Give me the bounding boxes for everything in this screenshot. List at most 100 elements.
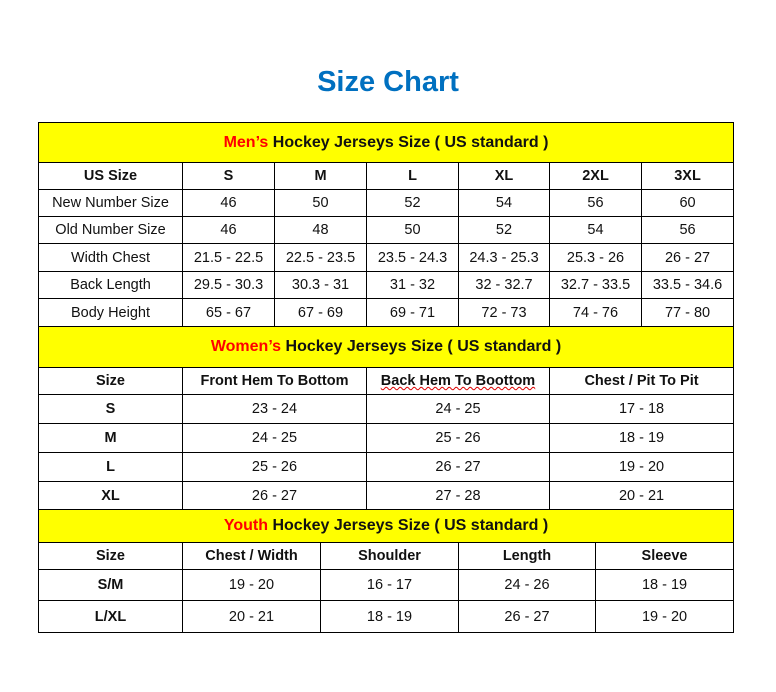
table-cell: 46 [182, 216, 275, 244]
table-cell: 26 - 27 [458, 600, 596, 633]
row-label: L [38, 452, 183, 482]
table-cell: 25 - 26 [182, 452, 367, 482]
table-cell: 24 - 26 [458, 569, 596, 601]
column-header-text: Sleeve [641, 548, 688, 564]
column-header-text: XL [494, 168, 514, 184]
table-cell: 52 [366, 189, 459, 217]
column-header-text: Length [502, 548, 552, 564]
heading-highlight: Women’s [210, 338, 282, 355]
table-cell: 30.3 - 31 [274, 271, 367, 299]
heading-text: Hockey Jerseys Size ( US standard ) [281, 338, 562, 355]
page-title: Size Chart [317, 66, 459, 98]
table-cell: 33.5 - 34.6 [640, 271, 735, 299]
table-cell: 24 - 25 [366, 394, 550, 424]
heading-highlight: Men’s [223, 133, 269, 151]
table-cell: 24.3 - 25.3 [458, 243, 550, 272]
column-header-text: Chest / Width [205, 548, 298, 564]
row-label: Back Length [38, 271, 183, 299]
table-cell: 48 [274, 216, 367, 244]
table-cell: 50 [274, 189, 367, 217]
table-cell: 20 - 21 [548, 481, 735, 510]
womens-section-heading: Women’s Hockey Jerseys Size ( US standar… [37, 326, 735, 368]
column-header: XL [458, 162, 550, 190]
table-cell: 19 - 20 [594, 600, 735, 633]
column-header: Size [38, 542, 183, 570]
table-cell: 26 - 27 [366, 452, 550, 482]
header-row: Size Front Hem To Bottom Back Hem To Boott… [38, 367, 735, 395]
table-cell: 31 - 32 [366, 271, 459, 299]
row-label: Body Height [38, 298, 183, 327]
table-row: New Number Size 46 50 52 54 56 60 [38, 189, 735, 217]
table-cell: 17 - 18 [548, 394, 735, 424]
column-header: Sleeve [594, 542, 735, 570]
table-cell: 69 - 71 [366, 298, 459, 327]
womens-size-table: Women’s Hockey Jerseys Size ( US standar… [37, 326, 735, 510]
table-cell: 22.5 - 23.5 [274, 243, 367, 272]
column-header-text: S [223, 168, 234, 184]
row-label: L/XL [38, 600, 183, 633]
table-cell: 21.5 - 22.5 [182, 243, 275, 272]
table-cell: 25 - 26 [366, 423, 550, 453]
table-cell: 32.7 - 33.5 [549, 271, 642, 299]
mens-section-heading: Men’s Hockey Jerseys Size ( US standard … [37, 122, 735, 163]
table-cell: 46 [182, 189, 275, 217]
table-row: Old Number Size 46 48 50 52 54 56 [38, 216, 735, 244]
table-cell: 54 [549, 216, 642, 244]
row-label: Old Number Size [38, 216, 183, 244]
table-cell: 50 [366, 216, 459, 244]
table-row: S 23 - 24 24 - 25 17 - 18 [38, 394, 735, 424]
table-cell: 65 - 67 [182, 298, 275, 327]
table-row: L/XL 20 - 21 18 - 19 26 - 27 19 - 20 [38, 600, 735, 633]
table-cell: 54 [458, 189, 550, 217]
table-row: L 25 - 26 26 - 27 19 - 20 [38, 452, 735, 482]
column-header: Chest / Pit To Pit [548, 367, 735, 395]
row-label: S/M [38, 569, 183, 601]
table-cell: 25.3 - 26 [549, 243, 642, 272]
column-header: 2XL [549, 162, 642, 190]
column-header-text: Chest / Pit To Pit [584, 373, 699, 389]
table-row: Body Height 65 - 67 67 - 69 69 - 71 72 - 73 7… [38, 298, 735, 327]
table-cell: 72 - 73 [458, 298, 550, 327]
mens-size-table: Men’s Hockey Jerseys Size ( US standard … [37, 122, 735, 327]
table-cell: 23 - 24 [182, 394, 367, 424]
column-header-text: US Size [83, 168, 138, 184]
table-cell: 24 - 25 [182, 423, 367, 453]
youth-size-table: Youth Hockey Jerseys Size ( US standard … [37, 509, 735, 633]
column-header: 3XL [640, 162, 735, 190]
header-row: Size Chest / Width Shoulder Length Sleeve [38, 542, 735, 570]
row-label: Width Chest [38, 243, 183, 272]
table-cell: 67 - 69 [274, 298, 367, 327]
table-row: XL 26 - 27 27 - 28 20 - 21 [38, 481, 735, 510]
column-header: L [366, 162, 459, 190]
column-header-text: 3XL [674, 168, 701, 184]
table-cell: 19 - 20 [182, 569, 321, 601]
youth-section-heading: Youth Hockey Jerseys Size ( US standard … [37, 509, 735, 543]
table-row: Width Chest 21.5 - 22.5 22.5 - 23.5 23.5 - … [38, 243, 735, 272]
table-row: M 24 - 25 25 - 26 18 - 19 [38, 423, 735, 453]
heading-text: Hockey Jerseys Size ( US standard ) [268, 133, 549, 151]
column-header-text: Size [95, 548, 125, 564]
table-cell: 23.5 - 24.3 [366, 243, 459, 272]
row-label: XL [38, 481, 183, 510]
column-header-text: Front Hem To Bottom [200, 373, 349, 389]
table-cell: 32 - 32.7 [458, 271, 550, 299]
table-cell: 16 - 17 [320, 569, 459, 601]
table-cell: 56 [640, 216, 735, 244]
table-cell: 74 - 76 [549, 298, 642, 327]
column-header-text: Size [95, 373, 125, 389]
table-cell: 18 - 19 [320, 600, 459, 633]
column-header: Back Hem To Boottom [366, 367, 550, 395]
table-cell: 77 - 80 [640, 298, 735, 327]
table-row: S/M 19 - 20 16 - 17 24 - 26 18 - 19 [38, 569, 735, 601]
column-header: M [274, 162, 367, 190]
column-header-text: Shoulder [358, 548, 421, 564]
column-header: Size [38, 367, 183, 395]
column-header-text: M [314, 168, 327, 184]
column-header: S [182, 162, 275, 190]
heading-text: Hockey Jerseys Size ( US standard ) [268, 517, 549, 534]
table-cell: 19 - 20 [548, 452, 735, 482]
row-label: New Number Size [38, 189, 183, 217]
heading-highlight: Youth [223, 517, 269, 534]
table-cell: 29.5 - 30.3 [182, 271, 275, 299]
column-header-text: L [408, 168, 417, 184]
